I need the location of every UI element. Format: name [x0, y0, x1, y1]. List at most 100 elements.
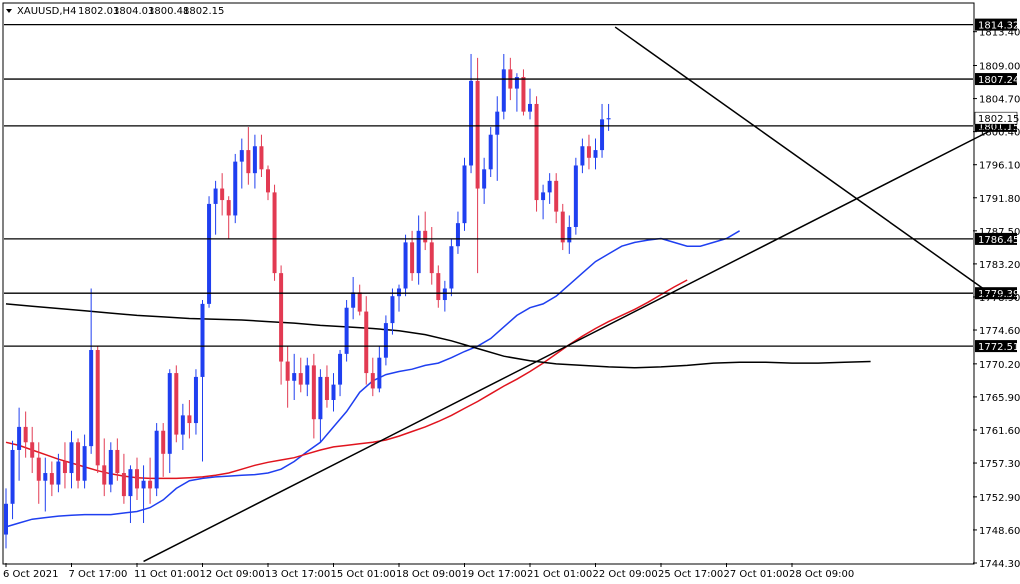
candle-body	[462, 165, 467, 224]
x-tick-label: 28 Oct 09:00	[789, 569, 854, 580]
candle	[331, 373, 336, 412]
candle	[351, 276, 356, 320]
candle-body	[69, 442, 74, 474]
y-tick-label: 1813.40	[979, 28, 1020, 39]
candle-body	[43, 473, 48, 481]
candle-body	[606, 118, 611, 120]
candle-body	[148, 480, 153, 489]
candle-body	[495, 111, 500, 135]
candle-body	[593, 150, 598, 158]
candle-body	[429, 242, 434, 274]
candle-body	[76, 442, 81, 481]
candle	[305, 357, 310, 397]
level-label: 1807.24	[978, 75, 1019, 86]
candle	[4, 488, 8, 549]
candle-body	[279, 273, 284, 362]
x-tick-label: 21 Oct 01:00	[527, 569, 592, 580]
candle-body	[528, 103, 532, 112]
candle-body	[207, 203, 212, 304]
candle	[246, 127, 251, 185]
candle-body	[161, 430, 166, 454]
candle	[528, 88, 532, 120]
candle	[580, 138, 585, 174]
candle-body	[233, 161, 238, 216]
candle	[377, 346, 382, 393]
price-axis[interactable]: 1813.40 1809.00 1804.70 1800.40 1796.10 1791.…	[973, 28, 1020, 570]
candle	[298, 357, 303, 393]
candle	[108, 442, 113, 493]
y-tick-label: 1800.40	[979, 128, 1020, 139]
candle	[76, 438, 81, 489]
candle-body	[62, 461, 67, 474]
y-tick-label: 1774.60	[979, 326, 1020, 337]
candle-body	[266, 169, 270, 193]
candle-body	[455, 223, 460, 247]
candle-body	[30, 442, 35, 458]
current-price-label: 1802.15	[978, 114, 1019, 125]
candle-body	[554, 180, 559, 212]
candle	[482, 157, 487, 204]
candle	[560, 203, 565, 251]
y-tick-label: 1744.30	[979, 559, 1020, 570]
candle-body	[482, 169, 487, 189]
collapse-triangle-icon[interactable]	[6, 9, 12, 13]
level-label: 1801.15	[978, 122, 1019, 133]
candle	[135, 457, 139, 500]
y-tick-label: 1757.30	[979, 459, 1020, 470]
level-label: 1772.51	[978, 342, 1019, 353]
candle-body	[200, 303, 205, 377]
level-label-bg	[975, 18, 1017, 31]
x-tick-label: 12 Oct 09:00	[200, 569, 265, 580]
chart-header: XAUUSD,H4 1802.03 1804.03 1800.48 1802.1…	[6, 6, 224, 17]
candle-body	[449, 246, 454, 289]
candle-body	[436, 273, 441, 301]
candle	[30, 426, 35, 474]
candle-body	[292, 373, 297, 381]
candle	[36, 442, 41, 504]
candle	[121, 453, 126, 504]
candle-body	[488, 134, 493, 170]
candle	[534, 96, 539, 212]
y-tick-label: 1761.60	[979, 426, 1020, 437]
candle-body	[239, 150, 244, 162]
candle-body	[17, 426, 22, 450]
candle	[521, 69, 526, 116]
candle-body	[469, 80, 474, 166]
level-label: 1779.39	[978, 289, 1019, 300]
candle	[128, 465, 133, 524]
candle-body	[403, 242, 408, 289]
candle	[554, 173, 559, 224]
candle	[154, 423, 159, 497]
candle-body	[580, 146, 585, 166]
candle-body	[318, 376, 323, 420]
candle-body	[180, 415, 185, 435]
time-axis[interactable]: 6 Oct 2021 7 Oct 17:00 11 Oct 01:00 12 Oct …	[3, 563, 854, 580]
candle	[573, 157, 578, 235]
candles	[4, 53, 611, 549]
candle-body	[285, 361, 290, 381]
candle-body	[560, 211, 565, 243]
candle	[357, 284, 362, 316]
candle	[10, 440, 15, 520]
horizontal-levels[interactable]: 1814.32 1807.24 1801.15 1786.45 1779.39 1772.…	[4, 18, 1019, 353]
candle	[180, 403, 185, 450]
candle	[220, 173, 225, 216]
candle	[600, 103, 605, 158]
trendline-descending[interactable]	[614, 26, 989, 293]
candle	[89, 288, 94, 454]
candle-body	[252, 146, 257, 174]
x-tick-label: 11 Oct 01:00	[134, 569, 199, 580]
x-tick-label: 15 Oct 01:00	[331, 569, 396, 580]
candle-body	[311, 365, 316, 420]
candle-body	[174, 373, 179, 435]
candle	[429, 226, 434, 285]
candle	[397, 284, 401, 312]
candle-body	[475, 80, 480, 189]
ma-mid-line	[5, 279, 688, 480]
plot-area[interactable]	[2, 2, 975, 565]
candle	[141, 465, 146, 524]
candle	[423, 211, 428, 251]
candle-body	[521, 77, 526, 112]
candle-body	[331, 384, 336, 400]
